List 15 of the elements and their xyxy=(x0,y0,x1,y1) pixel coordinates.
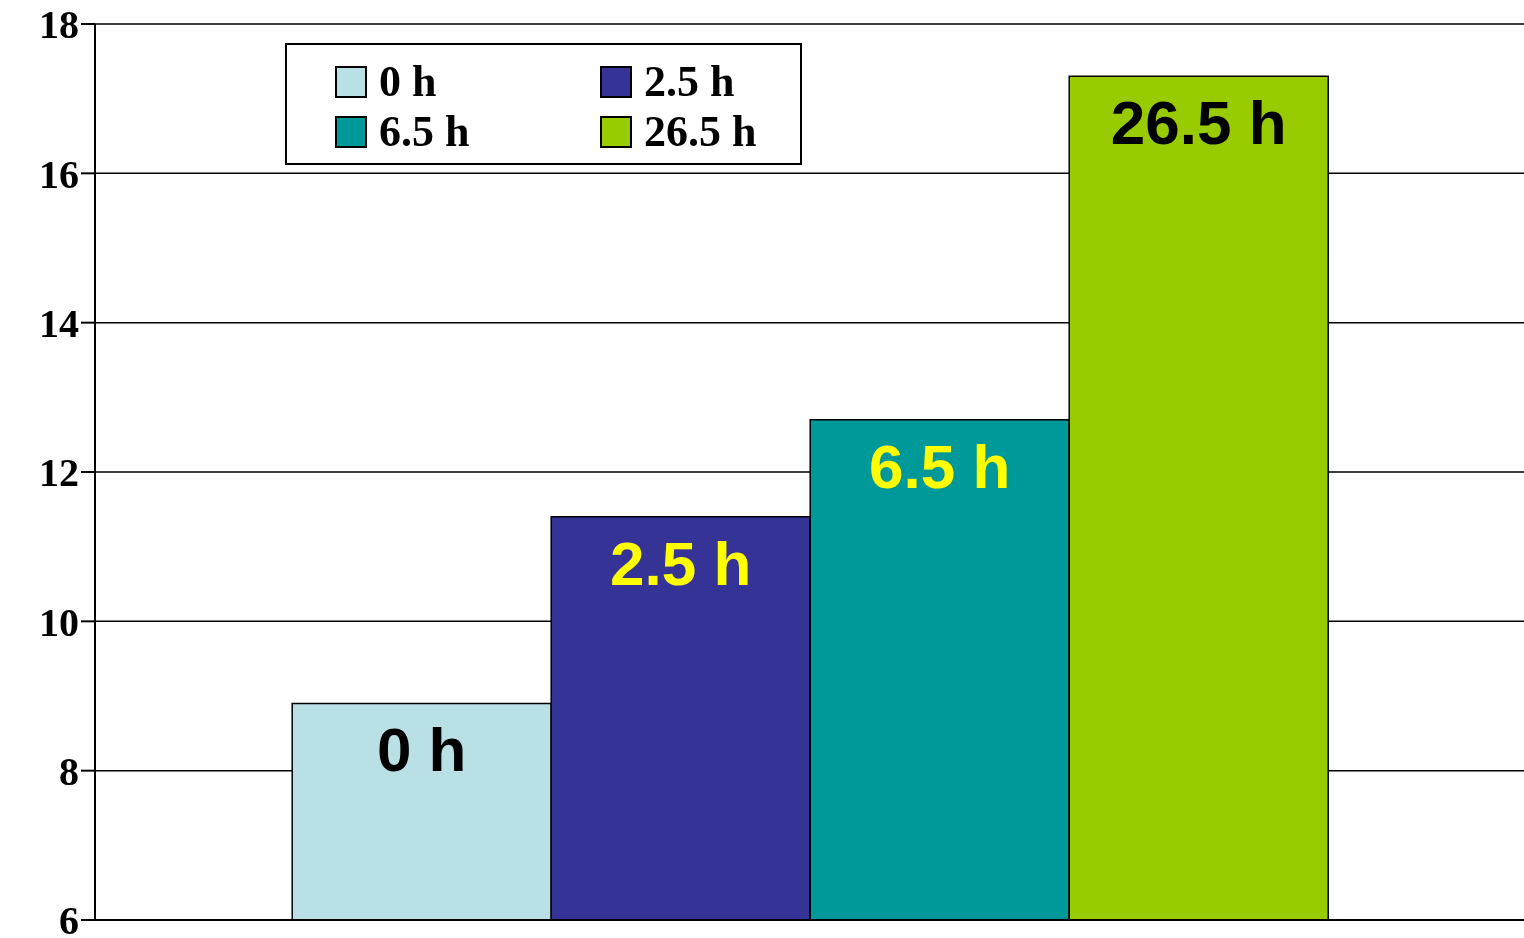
y-tick-label: 14 xyxy=(39,300,79,346)
text: 26.5 h xyxy=(1110,88,1287,158)
legend-label: 2.5 h xyxy=(644,57,735,107)
y-tick-label: 16 xyxy=(39,151,79,197)
y-tick-label: 8 xyxy=(59,748,79,794)
text: 6.5 h xyxy=(869,431,1011,501)
text: 2.5 h xyxy=(610,528,752,598)
text: 0 h xyxy=(376,715,467,785)
y-tick-label: 10 xyxy=(39,599,79,645)
y-tick-label: 6 xyxy=(59,898,79,938)
y-tick-label: 12 xyxy=(39,450,79,496)
legend-label: 6.5 h xyxy=(379,107,470,157)
legend-label: 0 h xyxy=(379,57,437,107)
legend-label: 26.5 h xyxy=(644,107,757,157)
y-tick-label: 18 xyxy=(39,2,79,48)
